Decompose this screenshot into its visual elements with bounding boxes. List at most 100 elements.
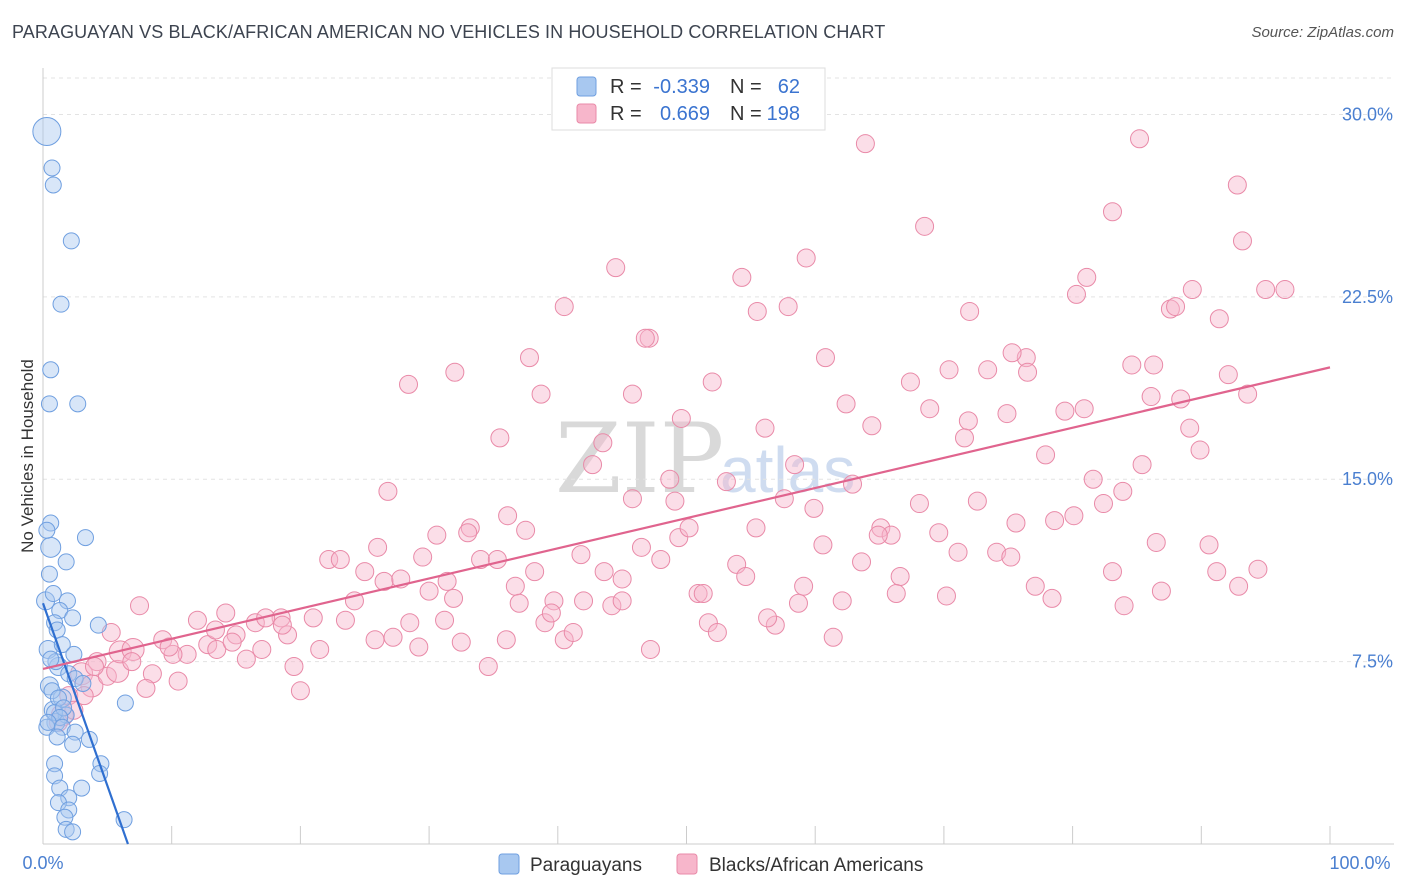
- blacks-point-72: [716, 472, 736, 492]
- blacks-point-127: [1248, 559, 1268, 579]
- x-tick-label-min: 0.0%: [22, 853, 63, 873]
- blacks-point-116: [1141, 387, 1161, 407]
- blacks-point-65: [651, 549, 671, 569]
- blacks-point-158: [1275, 280, 1295, 300]
- gridlines: [43, 77, 1394, 663]
- blacks-point-59: [593, 433, 613, 453]
- legend-n-label-1: N =: [730, 76, 762, 98]
- bottom-legend-swatch-blacks: [676, 853, 698, 875]
- blacks-point-172: [413, 547, 433, 567]
- y-axis-label: No Vehicles in Household: [18, 359, 37, 553]
- blacks-point-135: [1130, 129, 1150, 149]
- blacks-point-117: [1151, 581, 1171, 601]
- paraguayans-point-38: [74, 675, 92, 693]
- x-ticks: [42, 826, 1331, 844]
- axes: [42, 68, 1394, 845]
- blacks-point-50: [505, 576, 525, 596]
- blacks-point-47: [478, 656, 498, 676]
- blacks-point-137: [747, 301, 767, 321]
- blacks-point-95: [939, 360, 959, 380]
- blacks-point-53: [535, 613, 555, 633]
- blacks-point-120: [1180, 418, 1200, 438]
- blacks-point-195: [1042, 588, 1062, 608]
- blacks-point-67: [669, 528, 689, 548]
- blacks-point-77: [765, 615, 785, 635]
- blacks-point-132: [915, 216, 935, 236]
- paraguayans-point-15: [52, 295, 70, 313]
- paraguayans-point-49: [46, 755, 64, 773]
- blacks-point-66: [660, 469, 680, 489]
- paraguayans-point-39: [116, 694, 134, 712]
- blacks-point-97: [958, 411, 978, 431]
- blacks-point-30: [319, 549, 339, 569]
- blacks-point-11: [136, 678, 156, 698]
- blacks-point-166: [635, 328, 655, 348]
- blacks-point-74: [736, 567, 756, 587]
- blacks-point-51: [516, 520, 536, 540]
- blacks-point-115: [1132, 455, 1152, 475]
- paraguayans-point-18: [69, 395, 87, 413]
- blacks-point-130: [1102, 202, 1122, 222]
- series-blacks-african-americans: [48, 129, 1295, 732]
- blacks-point-156: [1077, 267, 1097, 287]
- blacks-point-25: [278, 625, 298, 645]
- paraguayans-point-14: [62, 232, 80, 250]
- blacks-point-17: [198, 635, 218, 655]
- blacks-point-46: [471, 549, 491, 569]
- paraguayans-point-24: [44, 585, 62, 603]
- blacks-point-54: [544, 591, 564, 611]
- paraguayans-point-46: [48, 728, 66, 746]
- blacks-point-125: [1229, 576, 1249, 596]
- blacks-point-123: [1209, 309, 1229, 329]
- series-paraguayans: [32, 116, 134, 841]
- blacks-point-139: [606, 258, 626, 278]
- blacks-point-147: [399, 374, 419, 394]
- paraguayans-point-60: [57, 820, 75, 838]
- paraguayans-point-40: [46, 704, 64, 722]
- blacks-point-18: [207, 639, 227, 659]
- blacks-point-21: [236, 649, 256, 669]
- blacks-point-16: [187, 610, 207, 630]
- y-tick-label-3: 30.0%: [1342, 104, 1393, 124]
- blacks-point-174: [330, 549, 350, 569]
- blacks-point-106: [1045, 511, 1065, 531]
- legend-n-label-2: N =: [730, 103, 762, 125]
- blacks-point-153: [498, 506, 518, 526]
- stats-legend: R = -0.339 N = 62 R = 0.669 N = 198: [551, 67, 826, 131]
- blacks-point-91: [900, 372, 920, 392]
- blacks-point-71: [707, 622, 727, 642]
- blacks-point-173: [368, 537, 388, 557]
- y-tick-label-0: 7.5%: [1352, 652, 1393, 672]
- blacks-point-19: [216, 603, 236, 623]
- blacks-point-151: [665, 491, 685, 511]
- blacks-point-80: [794, 576, 814, 596]
- blacks-point-119: [1171, 389, 1191, 409]
- blacks-point-44: [451, 632, 471, 652]
- blacks-point-191: [788, 593, 808, 613]
- watermark: ZIP atlas: [555, 403, 855, 515]
- blacks-point-56: [563, 622, 583, 642]
- blacks-point-165: [622, 384, 642, 404]
- paraguayans-point-12: [43, 159, 61, 177]
- paraguayans-point-21: [76, 529, 94, 547]
- blacks-point-40: [419, 581, 439, 601]
- paraguayans-point-16: [42, 361, 60, 379]
- blacks-point-112: [1102, 562, 1122, 582]
- blacks-point-63: [631, 537, 651, 557]
- paraguayans-point-44: [53, 718, 71, 736]
- legend-n-value-2: 198: [767, 103, 800, 125]
- paraguayans-point-1: [40, 536, 62, 558]
- blacks-point-187: [509, 593, 529, 613]
- blacks-point-45: [460, 518, 480, 538]
- blacks-point-196: [1114, 596, 1134, 616]
- blacks-point-58: [583, 455, 603, 475]
- y-tick-label-2: 22.5%: [1342, 287, 1393, 307]
- blacks-point-193: [936, 586, 956, 606]
- blacks-point-88: [871, 518, 891, 538]
- blacks-point-154: [778, 297, 798, 317]
- paraguayans-point-47: [64, 735, 82, 753]
- paraguayans-point-13: [44, 176, 62, 194]
- blacks-point-23: [252, 639, 272, 659]
- legend-r-label-2: R =: [610, 103, 642, 125]
- blacks-point-43: [444, 588, 464, 608]
